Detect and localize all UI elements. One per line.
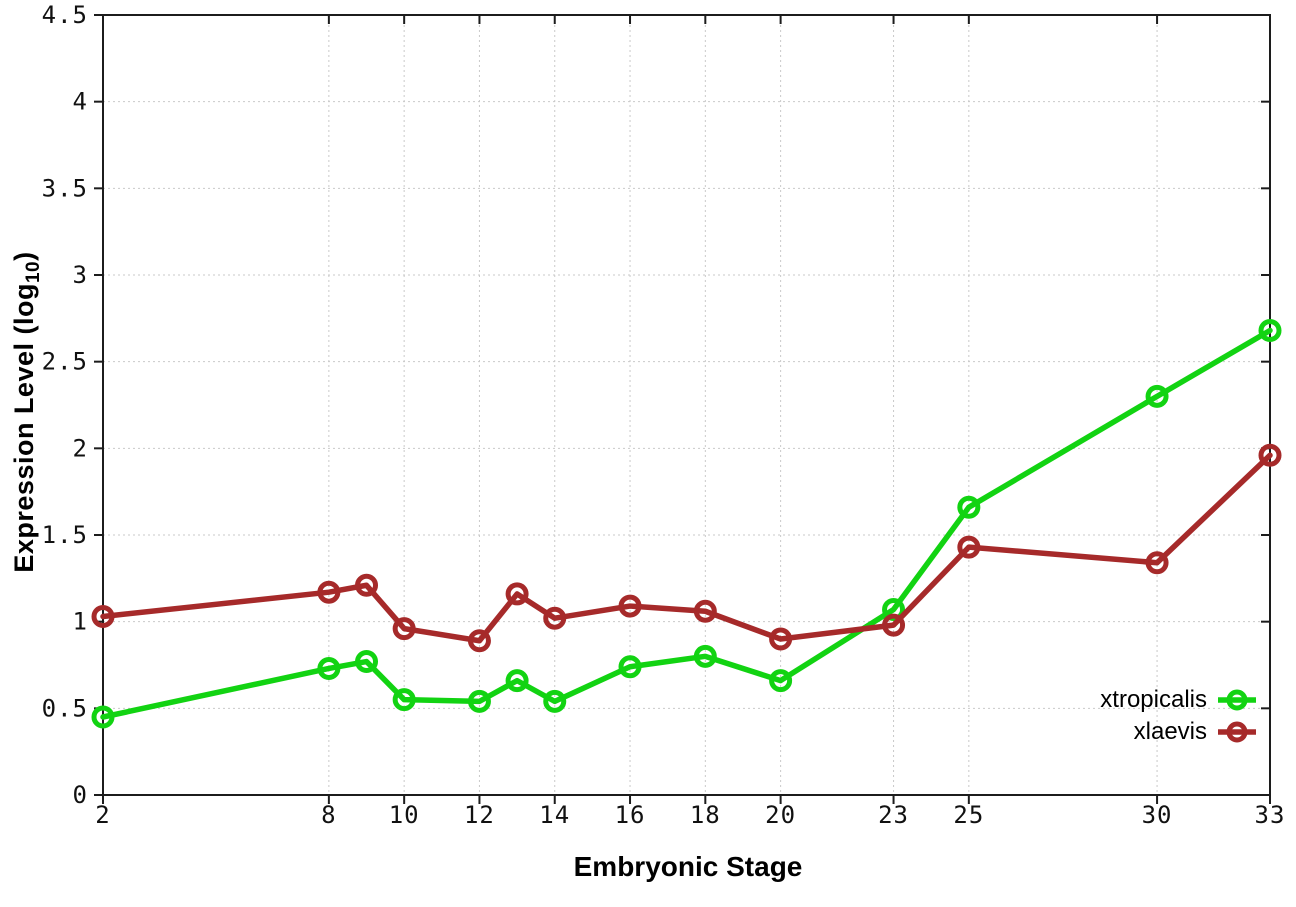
x-tick-label: 10 (389, 801, 420, 829)
series-line-xtropicalis (100, 327, 1273, 720)
x-axis-label: Embryonic Stage (573, 851, 803, 882)
y-tick-label: 2.5 (42, 348, 88, 376)
x-tick-label: 20 (765, 801, 796, 829)
legend-label-xtropicalis: xtropicalis (1100, 686, 1207, 713)
x-tick-label: 33 (1255, 801, 1286, 829)
x-tick-label: 14 (539, 801, 570, 829)
y-tick-label: 4.5 (42, 1, 88, 29)
data-point-marker-xtropicalis (355, 650, 379, 674)
data-point-marker-xlaevis (693, 599, 717, 623)
legend: xtropicalis xlaevis (1100, 685, 1258, 747)
data-point-marker-xtropicalis (392, 688, 416, 712)
legend-entry-xlaevis: xlaevis (1134, 717, 1258, 747)
data-point-marker-xlaevis (1258, 443, 1282, 467)
data-point-marker-xlaevis (882, 613, 906, 637)
y-tick-label: 1.5 (42, 521, 88, 549)
data-point-marker-xlaevis (543, 606, 567, 630)
legend-sample-marker-xtropicalis (1218, 689, 1256, 711)
data-point-marker-xlaevis (317, 580, 341, 604)
y-tick-label: 0.5 (42, 694, 88, 722)
data-point-marker-xlaevis (392, 617, 416, 641)
data-point-marker-xtropicalis (618, 655, 642, 679)
legend-sample-marker-xlaevis (1218, 721, 1256, 743)
plot-border (102, 14, 1271, 796)
y-tick-label: 3.5 (42, 174, 88, 202)
data-point-marker-xlaevis (505, 582, 529, 606)
x-tick-label: 18 (690, 801, 721, 829)
data-point-marker-xtropicalis (317, 656, 341, 680)
data-point-marker-xlaevis (957, 535, 981, 559)
data-point-marker-xtropicalis (505, 669, 529, 693)
data-point-marker-xtropicalis (693, 644, 717, 668)
data-point-marker-xtropicalis (91, 705, 115, 729)
x-tick-label: 12 (464, 801, 495, 829)
y-tick-label: 0 (73, 781, 88, 809)
data-point-marker-xtropicalis (1258, 318, 1282, 342)
x-tick-label: 30 (1142, 801, 1173, 829)
data-point-marker-xtropicalis (543, 689, 567, 713)
x-tick-label: 23 (878, 801, 909, 829)
y-axis-label-close: ) (9, 251, 39, 261)
data-point-marker-xlaevis (618, 594, 642, 618)
data-point-marker-xlaevis (467, 629, 491, 653)
data-point-marker-xtropicalis (1145, 384, 1169, 408)
data-point-marker-xtropicalis (957, 495, 981, 519)
legend-entry-xtropicalis: xtropicalis (1100, 685, 1258, 715)
y-tick-label: 1 (73, 608, 88, 636)
x-tick-label: 8 (321, 801, 336, 829)
data-point-marker-xlaevis (769, 627, 793, 651)
x-tick-label: 25 (953, 801, 984, 829)
y-tick-label: 2 (73, 434, 88, 462)
series-line-xlaevis (100, 452, 1273, 644)
data-point-marker-xtropicalis (467, 689, 491, 713)
y-tick-label: 3 (73, 261, 88, 289)
data-point-marker-xtropicalis (769, 669, 793, 693)
data-point-marker-xlaevis (91, 604, 115, 628)
y-axis-label: Expression Level (log10) (9, 251, 45, 572)
y-axis-label-subscript: 10 (23, 260, 44, 284)
y-tick-label: 4 (73, 88, 88, 116)
x-tick-label: 16 (615, 801, 646, 829)
data-point-marker-xlaevis (355, 573, 379, 597)
x-tick-label: 2 (95, 801, 110, 829)
data-point-marker-xlaevis (1145, 551, 1169, 575)
legend-label-xlaevis: xlaevis (1133, 718, 1207, 745)
y-axis-label-text: Expression Level (log (9, 283, 39, 573)
